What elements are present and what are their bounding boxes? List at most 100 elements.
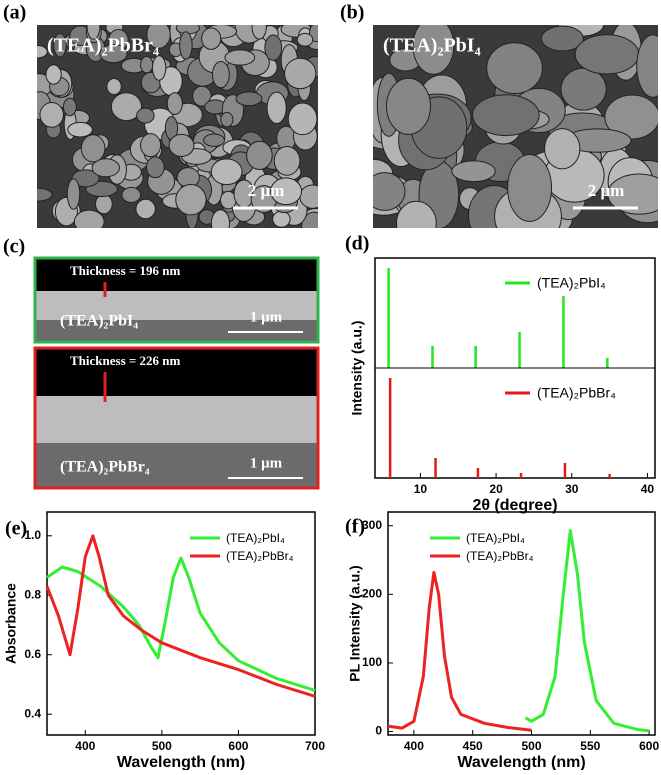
grain: [636, 34, 658, 98]
scale-bar-label: 2 μm: [248, 181, 285, 200]
panel-label: (f): [345, 516, 365, 538]
y-axis-label: PL Intensity (a.u.): [347, 565, 363, 681]
grain: [251, 25, 267, 40]
grain: [39, 102, 64, 128]
grain: [179, 31, 193, 60]
y-tick-label: 0.8: [24, 587, 41, 601]
scale-bar-label: 1 μm: [250, 309, 283, 325]
grain: [607, 173, 658, 215]
thickness: Thickness = 196 nm: [70, 263, 181, 278]
film-layer: [35, 291, 318, 320]
image-title: (TEA)₂PbI₄: [383, 35, 481, 57]
grain: [574, 34, 640, 75]
y-axis-label: Absorbance: [3, 583, 19, 664]
y-tick-label: 300: [362, 518, 382, 532]
legend-label: (TEA)₂PbBr₄: [226, 549, 294, 563]
grain: [412, 25, 455, 75]
grain: [264, 34, 283, 61]
x-tick-label: 600: [639, 739, 659, 753]
grains: [373, 25, 658, 228]
grain: [146, 25, 171, 49]
grain: [136, 107, 155, 124]
x-axis-label: Wavelength (nm): [457, 754, 585, 770]
legend-label: (TEA)₂PbBr₄: [537, 385, 616, 401]
grain: [386, 77, 431, 135]
grain: [145, 156, 165, 179]
x-axis-label: 2θ (degree): [472, 497, 557, 514]
grain: [507, 153, 553, 222]
image-title: (TEA)₂PbBr₄: [47, 35, 159, 57]
grain: [140, 56, 154, 74]
frame: [33, 256, 320, 344]
grain: [37, 45, 48, 59]
x-tick-label: 400: [404, 739, 424, 753]
grain: [80, 134, 106, 163]
grain: [211, 60, 230, 89]
grain: [486, 42, 543, 95]
scale-bar-label: 2 μm: [588, 181, 625, 200]
y-tick-label: 0.4: [24, 706, 41, 720]
series-line: [46, 556, 316, 692]
film-layer: [35, 396, 318, 443]
grain: [270, 177, 303, 206]
panel-label: (d): [345, 233, 369, 255]
grain: [91, 158, 120, 178]
grains: [37, 25, 318, 228]
grain: [266, 91, 287, 125]
x-tick-label: 20: [489, 482, 503, 496]
x-tick-label: 450: [463, 739, 483, 753]
series-line: [387, 570, 532, 732]
grain: [246, 140, 273, 171]
grain: [140, 133, 162, 158]
grain: [175, 184, 207, 216]
panel-label: (a): [3, 2, 26, 24]
axes-frame: [46, 511, 316, 736]
grain: [287, 102, 318, 136]
y-tick-label: 1.0: [24, 528, 41, 542]
legend-label: (TEA)₂PbBr₄: [466, 549, 534, 563]
grain: [273, 145, 301, 176]
x-tick-label: 400: [75, 739, 95, 753]
y-tick-label: 200: [362, 587, 382, 601]
grain: [110, 92, 143, 122]
grain: [235, 91, 263, 107]
y-tick-label: 0.6: [24, 647, 41, 661]
grain: [53, 32, 67, 58]
grain: [210, 209, 231, 228]
grain: [37, 187, 53, 202]
x-tick-label: 40: [641, 482, 655, 496]
grain: [151, 55, 167, 81]
grain: [220, 111, 234, 128]
x-tick-label: 10: [414, 482, 428, 496]
grain: [604, 94, 658, 140]
x-tick-label: 500: [521, 739, 541, 753]
substrate: [35, 320, 318, 342]
grain: [544, 128, 581, 170]
grain: [66, 178, 81, 210]
grain: [62, 97, 77, 117]
frame: [33, 346, 320, 490]
axes-frame: [387, 511, 656, 736]
grain: [395, 200, 437, 228]
x-axis-label: Wavelength (nm): [117, 754, 245, 770]
grain: [73, 209, 105, 228]
grain: [284, 57, 317, 90]
panel-label: (b): [340, 2, 364, 24]
image-title: (TEA)₂PbI₄: [60, 313, 138, 330]
grain: [299, 184, 318, 209]
x-tick-label: 30: [565, 482, 579, 496]
grain: [95, 193, 113, 215]
grain: [203, 133, 225, 147]
x-tick-label: 500: [152, 739, 172, 753]
scale-bar-label: 1 μm: [250, 455, 283, 471]
panel-label: (c): [3, 236, 25, 258]
x-tick-label: 550: [580, 739, 600, 753]
x-tick-label: 700: [305, 739, 325, 753]
grain: [45, 64, 62, 85]
legend-label: (TEA)₂PbI₄: [466, 531, 525, 545]
grain: [67, 121, 93, 138]
y-tick-label: 100: [362, 655, 382, 669]
grain: [224, 49, 256, 66]
grain: [135, 198, 156, 220]
